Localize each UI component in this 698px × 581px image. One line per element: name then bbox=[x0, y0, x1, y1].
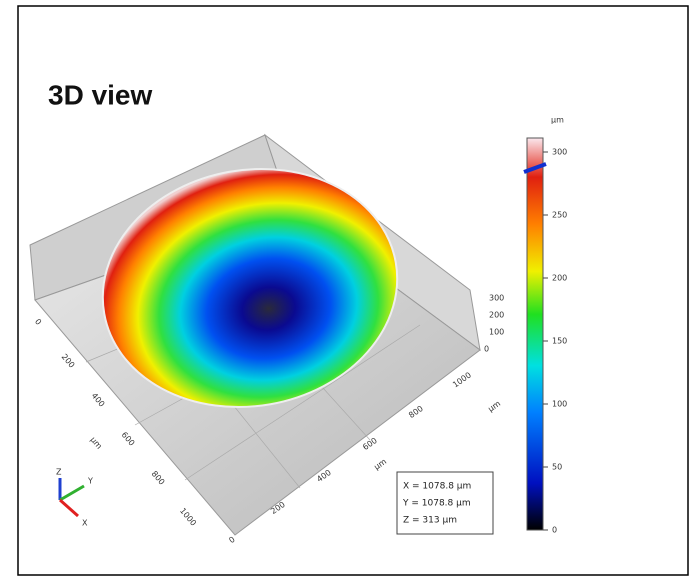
colorbar-tick-label: 150 bbox=[552, 337, 567, 346]
z-axis-tick-label: 300 bbox=[489, 294, 504, 303]
colorbar-tick-label: 300 bbox=[552, 148, 567, 157]
title: 3D view bbox=[48, 79, 152, 110]
colorbar-tick-label: 100 bbox=[552, 400, 567, 409]
colorbar-tick-label: 200 bbox=[552, 274, 567, 283]
left-axis-tick-label: 400 bbox=[90, 391, 107, 408]
front-axis-tick-label: 0 bbox=[227, 535, 236, 545]
axis-triad: Z Y X bbox=[56, 468, 93, 528]
front-axis-unit: µm bbox=[372, 457, 388, 472]
colorbar bbox=[527, 138, 543, 530]
screenshot: 3D view µm µm µm µm Z Y X 0 50 100 150 200 25… bbox=[0, 0, 698, 581]
left-axis-tick-label: 800 bbox=[150, 469, 167, 486]
front-axis-tick-label: 800 bbox=[407, 404, 425, 420]
z-axis-tick-label: 200 bbox=[489, 311, 504, 320]
colorbar-tick-label: 0 bbox=[552, 526, 557, 535]
left-axis-tick-label: 1000 bbox=[178, 506, 198, 527]
colorbar-tick-label: 250 bbox=[552, 211, 567, 220]
left-axis-tick-label: 200 bbox=[60, 352, 77, 369]
colorbar-unit: µm bbox=[551, 116, 564, 125]
left-axis-tick-label: 600 bbox=[120, 430, 137, 447]
front-axis-tick-label: 1000 bbox=[451, 370, 473, 389]
front-axis-label: µm bbox=[486, 399, 502, 414]
z-axis-tick-label: 0 bbox=[484, 345, 489, 354]
triad-label: X bbox=[82, 519, 88, 528]
info-line: X = 1078.8 µm bbox=[403, 482, 471, 492]
figure: 3D view µm µm µm µm Z Y X 0 50 100 150 200 25… bbox=[0, 0, 698, 581]
info-line: Y = 1078.8 µm bbox=[402, 499, 471, 509]
left-axis-tick-label: 0 bbox=[33, 317, 43, 327]
colorbar-tick-label: 50 bbox=[552, 463, 562, 472]
triad-label: Y bbox=[87, 477, 93, 486]
left-axis-label: µm bbox=[89, 435, 104, 451]
triad-label: Z bbox=[56, 468, 62, 477]
z-axis-tick-label: 100 bbox=[489, 328, 504, 337]
info-line: Z = 313 µm bbox=[403, 516, 457, 526]
